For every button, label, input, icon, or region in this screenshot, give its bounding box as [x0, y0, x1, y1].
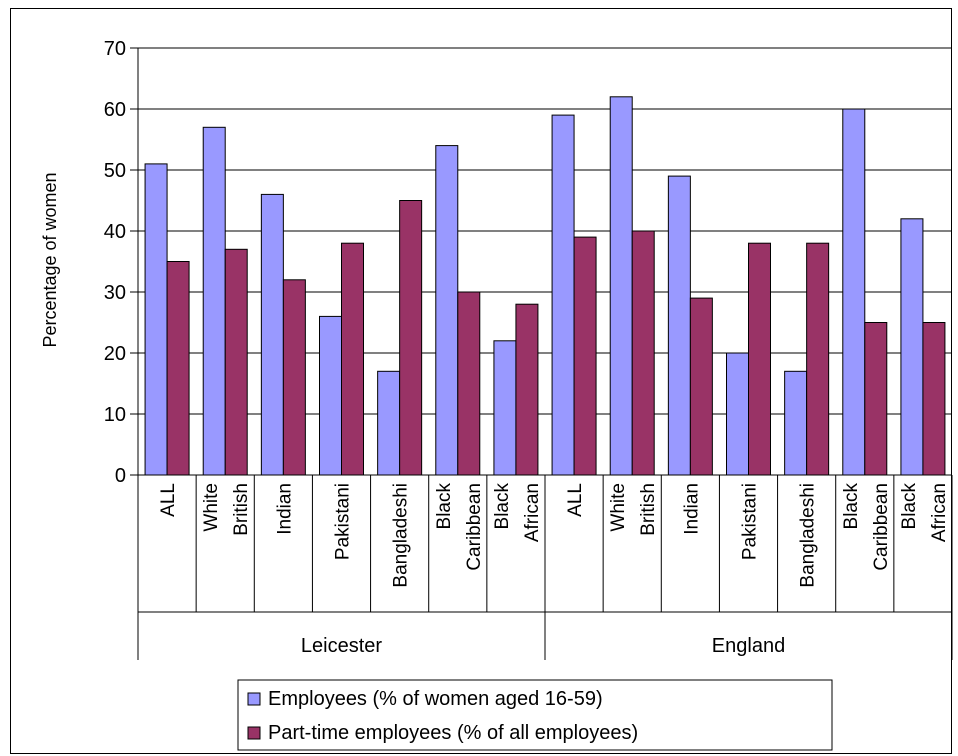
bar-s1-c3 [260, 193, 284, 476]
y-tick-label-10: 10 [104, 404, 126, 426]
bar-s2-c2 [224, 248, 248, 476]
bar-s2-c4 [341, 242, 364, 476]
bar-s1-c5 [377, 370, 401, 476]
category-label-12-1: Bangladeshi [798, 483, 819, 588]
y-tick-label-70: 70 [104, 38, 126, 60]
category-label-14-1: Black [899, 483, 920, 530]
bar-s2-c12 [806, 242, 830, 476]
legend-box [237, 679, 833, 751]
category-label-13-1: Black [841, 483, 862, 530]
category-label-3-1: Indian [274, 483, 295, 535]
bar-s2-c9 [631, 230, 655, 476]
category-label-5-1: Bangladeshi [391, 483, 412, 588]
bar-s2-c5 [399, 200, 423, 476]
category-label-8-1: ALL [565, 483, 586, 517]
category-label-6-1: Black [434, 483, 455, 530]
bar-s2-c14 [922, 322, 946, 476]
bar-s2-c11 [748, 242, 771, 476]
category-label-9-2: British [638, 483, 659, 536]
legend-swatch-2 [247, 726, 261, 740]
bar-s2-c7 [515, 303, 539, 476]
bar-s1-c6 [435, 145, 459, 476]
y-axis-label: Percentage of women [40, 172, 60, 347]
bar-s2-c3 [282, 279, 306, 476]
y-tick-label-20: 20 [104, 343, 126, 365]
y-tick-label-30: 30 [104, 282, 126, 304]
bar-s1-c12 [784, 370, 808, 476]
y-tick-label-0: 0 [115, 465, 126, 487]
bar-s2-c8 [573, 236, 597, 476]
category-label-9-1: White [608, 483, 629, 532]
legend-label-2: Part-time employees (% of all employees) [268, 722, 638, 744]
bar-s2-c6 [457, 291, 481, 476]
legend-swatch-1 [247, 692, 261, 706]
bar-s1-c4 [319, 315, 342, 476]
bar-s1-c1 [144, 163, 168, 476]
bar-s1-c10 [667, 175, 691, 476]
bar-s1-c13 [842, 108, 866, 476]
y-tick-label-40: 40 [104, 221, 126, 243]
bar-s1-c7 [493, 340, 517, 476]
category-label-7-1: Black [492, 483, 513, 530]
y-tick-label-60: 60 [104, 99, 126, 121]
category-label-7-2: African [522, 483, 543, 542]
group-label-1: Leicester [301, 635, 382, 657]
category-label-6-2: Caribbean [464, 483, 485, 571]
group-label-2: England [712, 635, 785, 657]
bar-s1-c2 [202, 126, 226, 476]
legend: Employees (% of women aged 16-59) Part-ti… [237, 679, 833, 751]
bar-s1-c11 [726, 352, 749, 476]
category-label-2-2: British [231, 483, 252, 536]
category-label-11-1: Pakistani [740, 483, 761, 560]
bar-s1-c9 [609, 96, 633, 476]
gridlines [138, 47, 952, 476]
category-label-13-2: Caribbean [871, 483, 892, 571]
bar-s2-c10 [689, 297, 713, 476]
category-label-14-2: African [929, 483, 950, 542]
legend-label-1: Employees (% of women aged 16-59) [268, 688, 603, 710]
category-label-4-1: Pakistani [333, 483, 354, 560]
axes: 0 10 20 30 40 50 60 70 ALL White British Indian Paki… [104, 38, 953, 660]
bar-s1-c8 [551, 114, 575, 476]
y-tick-label-50: 50 [104, 160, 126, 182]
category-label-1-1: ALL [158, 483, 179, 517]
bars [144, 96, 946, 476]
bar-s1-c14 [900, 218, 924, 476]
category-label-2-1: White [201, 483, 222, 532]
bar-s2-c13 [864, 322, 888, 476]
category-label-10-1: Indian [681, 483, 702, 535]
bar-s2-c1 [166, 261, 190, 476]
